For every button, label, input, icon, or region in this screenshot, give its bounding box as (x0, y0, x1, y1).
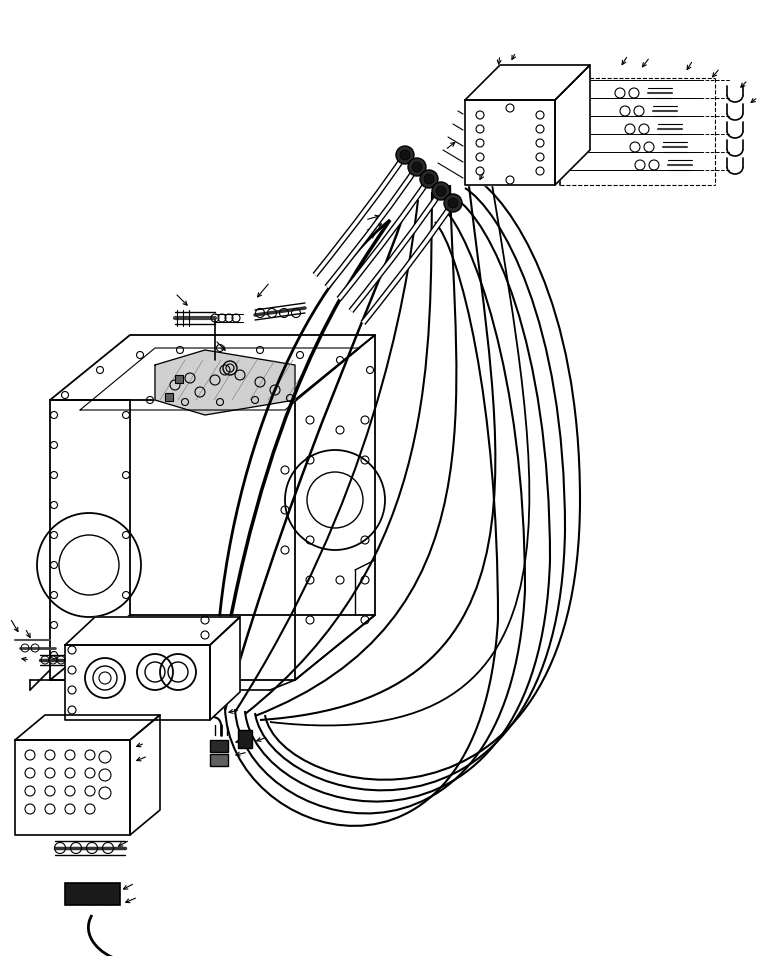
Circle shape (400, 150, 410, 160)
Bar (238, 730, 252, 748)
Polygon shape (130, 715, 160, 835)
Bar (175, 375, 183, 383)
Circle shape (432, 182, 450, 200)
Circle shape (448, 198, 458, 208)
Bar (210, 740, 228, 752)
Circle shape (412, 162, 422, 172)
Polygon shape (65, 645, 210, 720)
Bar (65, 883, 120, 905)
Bar (165, 393, 173, 401)
Polygon shape (50, 615, 375, 680)
Polygon shape (50, 400, 130, 680)
Polygon shape (465, 65, 590, 100)
Polygon shape (555, 65, 590, 185)
Polygon shape (15, 715, 160, 740)
Circle shape (420, 170, 438, 188)
Polygon shape (295, 335, 375, 680)
Bar (210, 754, 228, 766)
Polygon shape (155, 350, 295, 415)
Circle shape (408, 158, 426, 176)
Circle shape (444, 194, 462, 212)
Polygon shape (65, 617, 240, 645)
Circle shape (424, 174, 434, 184)
Polygon shape (15, 740, 130, 835)
Polygon shape (50, 335, 375, 400)
Circle shape (436, 186, 446, 196)
Polygon shape (210, 617, 240, 720)
Circle shape (396, 146, 414, 164)
Polygon shape (465, 100, 555, 185)
